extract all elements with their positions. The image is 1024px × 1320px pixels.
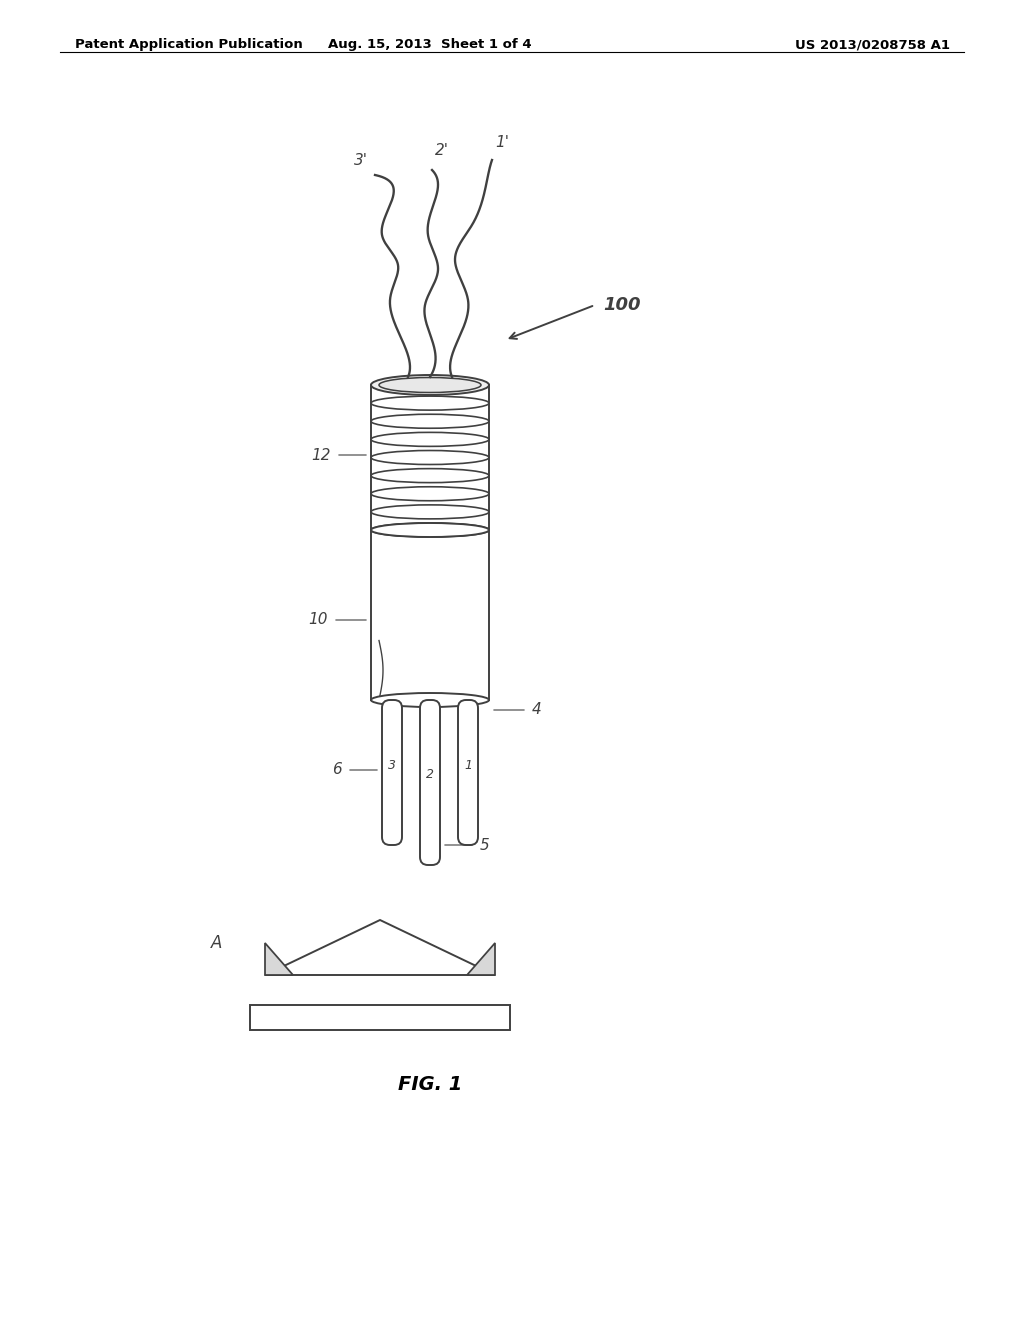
Text: A: A — [211, 933, 222, 952]
Bar — [371, 385, 489, 531]
Text: 5: 5 — [480, 837, 489, 853]
Text: 2': 2' — [435, 143, 449, 158]
Text: 3': 3' — [354, 153, 368, 168]
Ellipse shape — [371, 693, 489, 708]
Text: Patent Application Publication: Patent Application Publication — [75, 38, 303, 51]
Text: US 2013/0208758 A1: US 2013/0208758 A1 — [795, 38, 950, 51]
Ellipse shape — [379, 378, 481, 392]
Text: 12: 12 — [311, 447, 331, 462]
Text: 2: 2 — [426, 768, 434, 780]
Text: 3: 3 — [388, 759, 396, 772]
Ellipse shape — [371, 523, 489, 537]
Bar — [371, 531, 489, 700]
Text: 10: 10 — [308, 612, 328, 627]
FancyBboxPatch shape — [420, 700, 440, 865]
FancyBboxPatch shape — [458, 700, 478, 845]
Polygon shape — [265, 942, 293, 975]
Polygon shape — [265, 920, 495, 975]
FancyBboxPatch shape — [382, 700, 402, 845]
Text: 6: 6 — [332, 763, 342, 777]
Text: FIG. 1: FIG. 1 — [397, 1076, 462, 1094]
Ellipse shape — [371, 375, 489, 395]
Polygon shape — [467, 942, 495, 975]
Text: 1: 1 — [464, 759, 472, 772]
Text: 100: 100 — [603, 296, 640, 314]
Bar — [250, 1005, 510, 1030]
Text: Aug. 15, 2013  Sheet 1 of 4: Aug. 15, 2013 Sheet 1 of 4 — [328, 38, 531, 51]
Text: 4: 4 — [532, 702, 542, 718]
Text: 1': 1' — [495, 135, 509, 150]
